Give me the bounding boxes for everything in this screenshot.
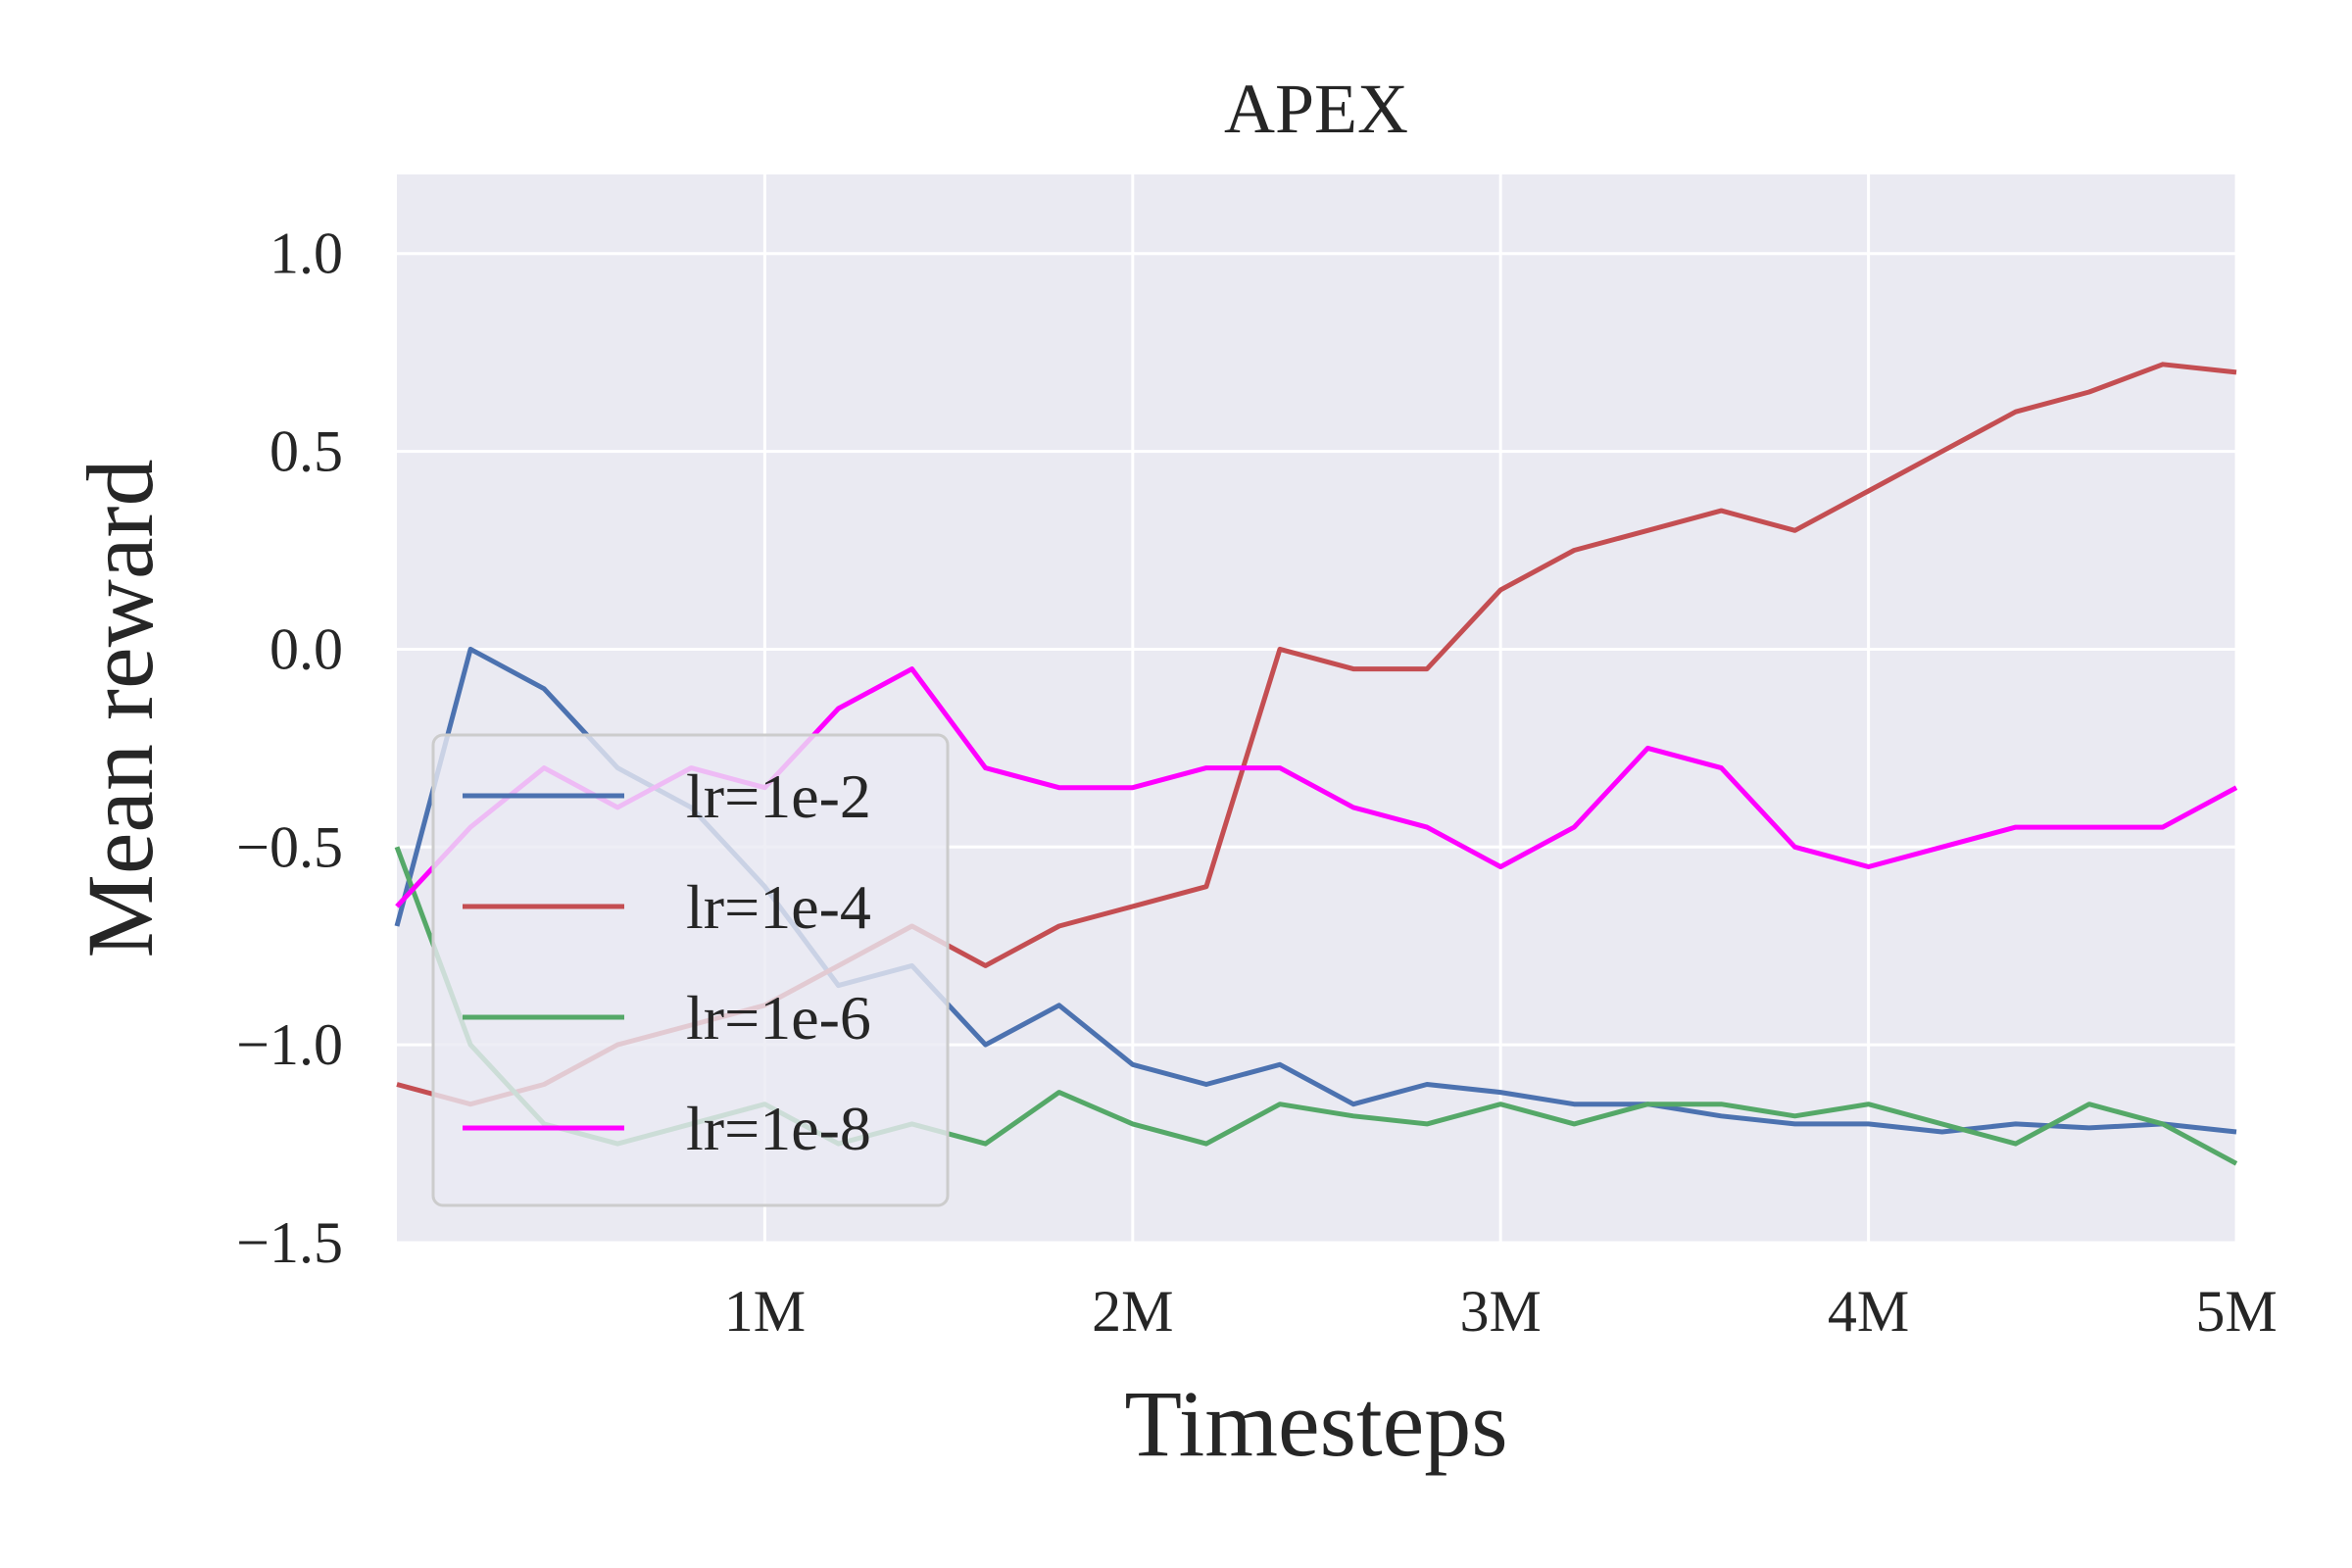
x-tick-label: 3M — [1460, 1279, 1542, 1344]
x-tick-label: 1M — [724, 1279, 806, 1344]
x-tick-label: 2M — [1092, 1279, 1173, 1344]
y-tick-label: −0.5 — [236, 814, 343, 879]
legend-label: lr=1e-8 — [686, 1094, 871, 1163]
y-tick-label: 0.5 — [270, 419, 343, 484]
x-tick-label: 4M — [1828, 1279, 1909, 1344]
legend-frame — [431, 733, 950, 1207]
tick-labels: 1M 2M 3M 4M 5M 1.0 0.5 0.0 −0.5 −1.0 −1.5 — [236, 221, 2278, 1344]
y-tick-label: 1.0 — [270, 221, 343, 286]
x-tick-label: 5M — [2195, 1279, 2277, 1344]
y-axis-label: Mean reward — [68, 459, 172, 957]
legend: lr=1e-2 lr=1e-4 lr=1e-6 lr=1e-8 — [431, 733, 950, 1207]
x-axis-label: Timesteps — [1124, 1371, 1507, 1476]
legend-label: lr=1e-2 — [686, 761, 871, 831]
chart-title: APEX — [1224, 70, 1408, 148]
y-tick-label: −1.0 — [236, 1012, 343, 1077]
legend-label: lr=1e-6 — [686, 983, 871, 1053]
y-tick-label: 0.0 — [270, 616, 343, 681]
y-tick-label: −1.5 — [236, 1210, 343, 1275]
legend-label: lr=1e-4 — [686, 872, 871, 942]
